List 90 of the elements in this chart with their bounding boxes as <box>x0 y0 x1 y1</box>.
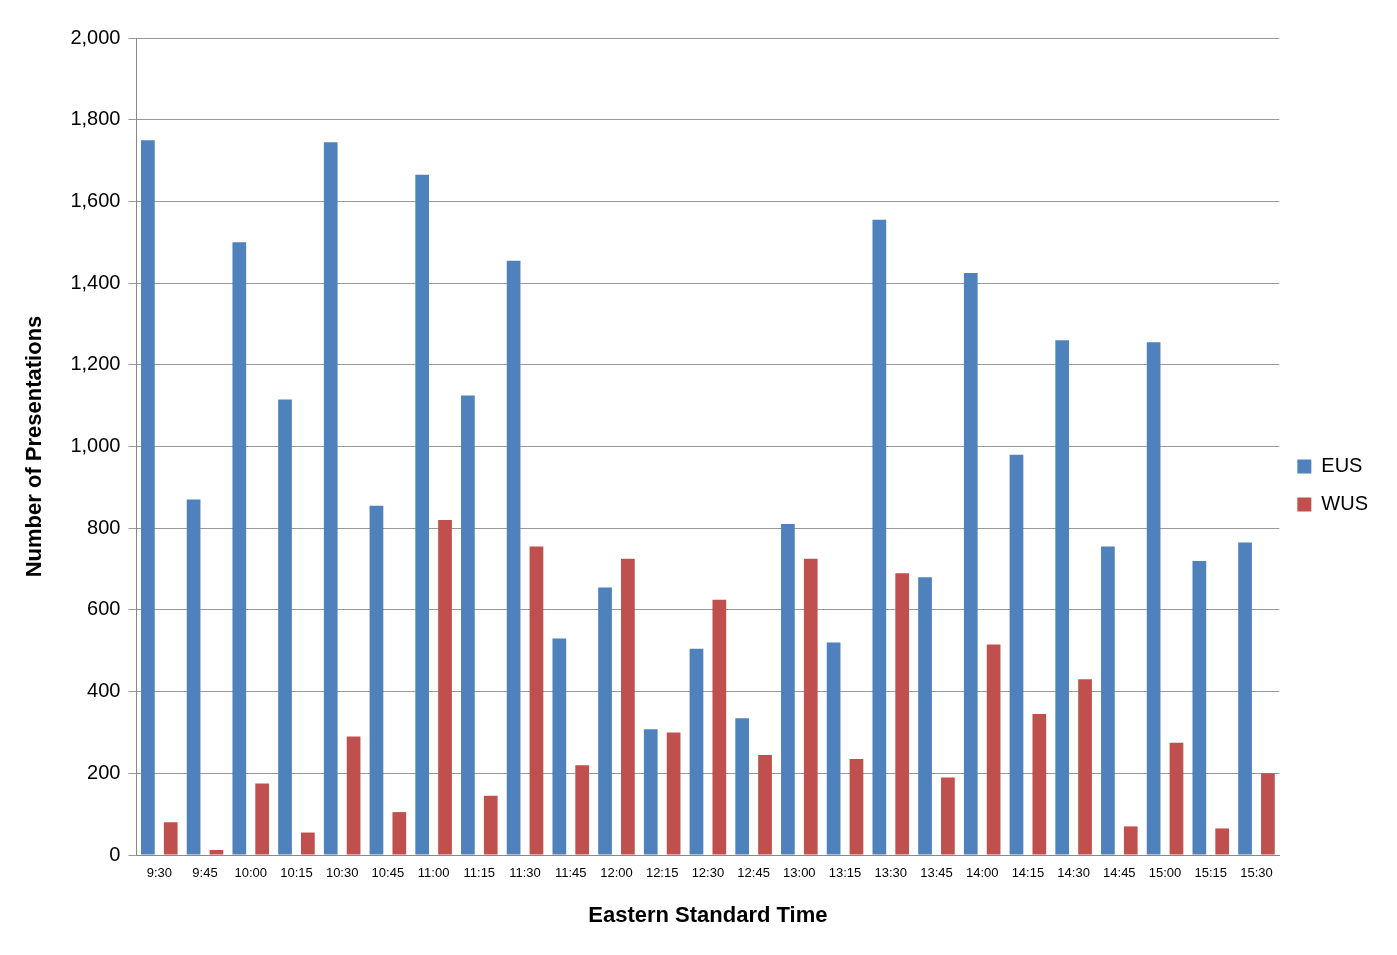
bar <box>186 499 201 855</box>
bar <box>323 142 338 855</box>
bar <box>1055 340 1070 855</box>
bar <box>141 140 155 855</box>
y-tick-label: 1,000 <box>70 434 121 457</box>
x-tick-label: 11:45 <box>554 865 587 881</box>
y-tick-label: 1,600 <box>70 188 121 211</box>
x-tick-label: 14:30 <box>1057 865 1090 881</box>
x-tick-label: 14:00 <box>965 865 999 881</box>
x-tick-label: 12:30 <box>691 865 725 881</box>
bar <box>963 272 978 855</box>
bar <box>232 242 247 855</box>
y-tick-label: 2,000 <box>70 25 121 48</box>
y-tick-label: 1,800 <box>70 107 121 130</box>
bar <box>278 399 292 855</box>
x-axis-title: Eastern Standard Time <box>588 901 828 927</box>
bar <box>552 638 567 855</box>
bar <box>689 648 704 855</box>
bar <box>1009 454 1024 855</box>
bar <box>735 718 750 855</box>
bar <box>803 558 818 855</box>
y-tick-label: 0 <box>109 842 121 865</box>
bar <box>483 795 498 855</box>
bar <box>1101 546 1115 855</box>
x-tick-label: 13:15 <box>828 865 862 881</box>
bar <box>209 850 224 855</box>
y-tick-label: 400 <box>87 679 121 702</box>
y-tick-label: 1,400 <box>70 270 121 293</box>
bar <box>163 822 178 855</box>
bar <box>506 260 521 855</box>
bar <box>895 573 910 855</box>
bar <box>826 642 841 855</box>
x-tick-label: 11:30 <box>509 865 541 881</box>
bar <box>621 558 635 855</box>
x-tick-label: 12:00 <box>600 865 633 881</box>
x-tick-label: 15:00 <box>1148 865 1182 881</box>
bar <box>1261 773 1275 855</box>
y-tick-label: 800 <box>87 515 121 538</box>
bar <box>415 174 430 855</box>
x-tick-label: 10:00 <box>234 865 268 881</box>
x-tick-label: 11:00 <box>417 865 450 881</box>
bar <box>529 546 544 855</box>
x-tick-label: 15:30 <box>1240 865 1273 881</box>
x-tick-label: 12:15 <box>645 865 679 881</box>
bar <box>301 832 315 855</box>
bar <box>643 729 658 855</box>
bar <box>1078 679 1092 855</box>
x-tick-label: 14:15 <box>1011 865 1045 881</box>
bar <box>849 759 864 855</box>
bar <box>986 644 1001 855</box>
bar <box>758 754 772 855</box>
x-tick-label: 9:30 <box>146 865 172 881</box>
legend-label: WUS <box>1321 492 1369 515</box>
bar <box>255 783 270 855</box>
bar <box>598 587 612 855</box>
x-tick-label: 10:15 <box>280 865 313 881</box>
x-tick-label: 11:15 <box>463 865 496 881</box>
bar <box>1238 542 1252 855</box>
bar <box>369 505 384 855</box>
x-tick-label: 14:45 <box>1103 865 1136 881</box>
bar <box>392 812 407 855</box>
bar <box>575 765 590 855</box>
bar <box>1215 828 1230 855</box>
bar <box>941 777 955 855</box>
bar <box>781 524 795 855</box>
x-tick-label: 10:30 <box>325 865 359 881</box>
bar <box>346 736 361 855</box>
bar <box>872 219 887 855</box>
y-tick-label: 1,200 <box>70 352 121 375</box>
x-tick-label: 13:30 <box>874 865 908 881</box>
legend-label: EUS <box>1321 454 1363 477</box>
bar <box>1123 826 1138 855</box>
y-tick-label: 200 <box>87 760 121 783</box>
x-tick-label: 9:45 <box>192 865 218 881</box>
y-tick-label: 600 <box>87 597 121 620</box>
bar <box>712 599 727 855</box>
bar <box>438 520 452 855</box>
x-tick-label: 12:45 <box>737 865 770 881</box>
x-tick-label: 10:45 <box>371 865 405 881</box>
bar <box>461 395 475 855</box>
y-axis-title: Number of Presentations <box>21 315 47 578</box>
bar <box>666 732 681 855</box>
bar <box>1032 714 1047 855</box>
bar <box>1146 342 1161 855</box>
x-tick-label: 13:45 <box>920 865 953 881</box>
x-tick-label: 13:00 <box>783 865 816 881</box>
bar <box>918 577 932 855</box>
bar <box>1169 742 1184 855</box>
bar <box>1192 560 1207 855</box>
x-tick-label: 15:15 <box>1194 865 1228 881</box>
